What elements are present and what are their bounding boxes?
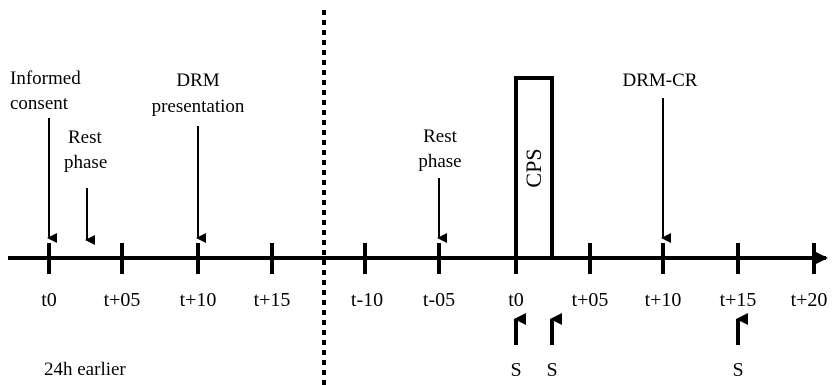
drm-presentation-label-line2: presentation (152, 96, 245, 117)
tick-label-day1-t+10: t+10 (180, 289, 217, 311)
rest-phase-day1-label-line2: phase (64, 152, 107, 173)
informed-consent-label-line2: consent (10, 93, 69, 114)
rest-phase-day2-label-line1: Rest (423, 126, 458, 147)
drm-cr-label: DRM-CR (623, 70, 698, 91)
informed-consent-label-line1: Informed (10, 68, 81, 89)
sample-label-2: S (546, 359, 557, 381)
day1-note: 24h earlier (44, 359, 126, 380)
cps-box (514, 76, 554, 260)
tick-label-day2-t0: t0 (508, 289, 524, 311)
rest-phase-day2-label-line2: phase (418, 151, 461, 172)
tick-label-day2-t+15: t+15 (720, 289, 757, 311)
sample-label-1: S (510, 359, 521, 381)
tick-label-day2-t-05: t-05 (423, 289, 455, 311)
tick-label-day2-t+10: t+10 (645, 289, 682, 311)
tick-label-day1-t+05: t+05 (104, 289, 141, 311)
tick-label-day2-t+05: t+05 (572, 289, 609, 311)
tick-label-day1-t0: t0 (41, 289, 57, 311)
tick-label-day2-t-10: t-10 (351, 289, 383, 311)
cps-label: CPS (521, 148, 546, 187)
rest-phase-day1-label-line1: Rest (68, 127, 103, 148)
drm-presentation-label-line1: DRM (176, 70, 219, 91)
tick-label-day2-t+20: t+20 (791, 289, 828, 311)
tick-label-day1-t+15: t+15 (254, 289, 291, 311)
sample-label-3: S (732, 359, 743, 381)
